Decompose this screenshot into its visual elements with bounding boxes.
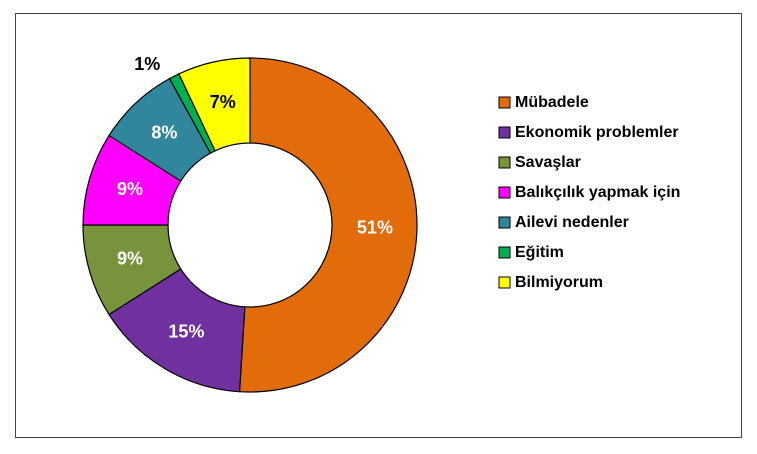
legend-swatch — [498, 156, 511, 169]
donut-slice — [178, 57, 251, 152]
data-label: 15% — [168, 321, 204, 341]
legend-label: Mübadele — [515, 94, 589, 111]
legend-label: Eğitim — [515, 244, 564, 261]
legend-swatch — [498, 96, 511, 109]
data-label: 7% — [210, 92, 236, 112]
legend-label: Ailevi nedenler — [515, 214, 629, 231]
legend-swatch — [498, 186, 511, 199]
legend-swatch — [498, 126, 511, 139]
data-label: 8% — [151, 123, 177, 143]
legend-label: Savaşlar — [515, 154, 581, 171]
legend-label: Bilmiyorum — [515, 274, 603, 291]
legend-label: Balıkçılık yapmak için — [515, 184, 680, 201]
data-label: 1% — [134, 54, 160, 74]
donut-slice — [238, 57, 418, 393]
data-label: 51% — [357, 218, 393, 238]
legend-label: Ekonomik problemler — [515, 124, 679, 141]
data-label: 9% — [117, 249, 143, 269]
legend-swatch — [498, 246, 511, 259]
legend-swatch — [498, 216, 511, 229]
legend-swatch — [498, 276, 511, 289]
data-label: 9% — [117, 179, 143, 199]
